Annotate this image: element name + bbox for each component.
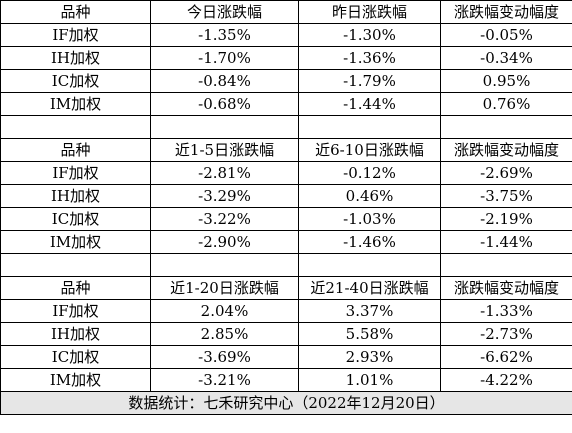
variety-name: IH加权 — [0, 184, 151, 208]
spacer-cell — [298, 253, 441, 277]
spacer-cell — [0, 253, 151, 277]
table-row: IM加权 -2.90% -1.46% -1.44% — [0, 230, 572, 254]
variety-name: IF加权 — [0, 299, 151, 323]
value-b: 3.37% — [298, 299, 441, 323]
value-b: -1.36% — [298, 46, 441, 70]
table-row: IC加权 -0.84% -1.79% 0.95% — [0, 69, 572, 93]
header-col-change: 涨跌幅变动幅度 — [440, 276, 572, 300]
value-b: -0.12% — [298, 161, 441, 185]
value-a: -0.84% — [150, 69, 299, 93]
spacer-row — [0, 253, 572, 277]
header-col-b: 近21-40日涨跌幅 — [298, 276, 441, 300]
value-b: -1.30% — [298, 23, 441, 47]
data-source-note: 数据统计：七禾研究中心（2022年12月20日） — [0, 391, 572, 415]
value-change: -1.44% — [440, 230, 572, 254]
header-col-b: 近6-10日涨跌幅 — [298, 138, 441, 162]
value-change: -2.73% — [440, 322, 572, 346]
value-a: -3.29% — [150, 184, 299, 208]
header-col-b: 昨日涨跌幅 — [298, 0, 441, 24]
value-b: 2.93% — [298, 345, 441, 369]
value-b: -1.79% — [298, 69, 441, 93]
header-row: 品种 今日涨跌幅 昨日涨跌幅 涨跌幅变动幅度 — [0, 0, 572, 24]
value-change: 0.76% — [440, 92, 572, 116]
variety-name: IM加权 — [0, 92, 151, 116]
value-a: 2.04% — [150, 299, 299, 323]
spacer-cell — [150, 115, 299, 139]
spacer-row — [0, 115, 572, 139]
header-col-a: 近1-5日涨跌幅 — [150, 138, 299, 162]
value-change: -1.33% — [440, 299, 572, 323]
value-a: -3.21% — [150, 368, 299, 392]
value-change: 0.95% — [440, 69, 572, 93]
header-col-change: 涨跌幅变动幅度 — [440, 138, 572, 162]
value-b: 5.58% — [298, 322, 441, 346]
header-col-change: 涨跌幅变动幅度 — [440, 0, 572, 24]
value-a: 2.85% — [150, 322, 299, 346]
returns-table: 品种 今日涨跌幅 昨日涨跌幅 涨跌幅变动幅度 IF加权 -1.35% -1.30… — [0, 0, 572, 415]
variety-name: IF加权 — [0, 23, 151, 47]
value-change: -2.19% — [440, 207, 572, 231]
table-row: IM加权 -0.68% -1.44% 0.76% — [0, 92, 572, 116]
table-row: IH加权 2.85% 5.58% -2.73% — [0, 322, 572, 346]
value-a: -3.22% — [150, 207, 299, 231]
variety-name: IF加权 — [0, 161, 151, 185]
value-a: -2.90% — [150, 230, 299, 254]
value-a: -1.35% — [150, 23, 299, 47]
value-b: 0.46% — [298, 184, 441, 208]
table-row: IH加权 -3.29% 0.46% -3.75% — [0, 184, 572, 208]
variety-name: IC加权 — [0, 207, 151, 231]
spacer-cell — [298, 115, 441, 139]
value-change: -3.75% — [440, 184, 572, 208]
variety-name: IM加权 — [0, 230, 151, 254]
header-row: 品种 近1-5日涨跌幅 近6-10日涨跌幅 涨跌幅变动幅度 — [0, 138, 572, 162]
variety-name: IC加权 — [0, 69, 151, 93]
value-a: -2.81% — [150, 161, 299, 185]
value-change: -6.62% — [440, 345, 572, 369]
spacer-cell — [440, 115, 572, 139]
variety-name: IH加权 — [0, 46, 151, 70]
value-a: -1.70% — [150, 46, 299, 70]
table-row: IF加权 -2.81% -0.12% -2.69% — [0, 161, 572, 185]
value-b: -1.03% — [298, 207, 441, 231]
value-b: -1.44% — [298, 92, 441, 116]
table-row: IF加权 -1.35% -1.30% -0.05% — [0, 23, 572, 47]
value-b: 1.01% — [298, 368, 441, 392]
header-col-a: 近1-20日涨跌幅 — [150, 276, 299, 300]
footer-row: 数据统计：七禾研究中心（2022年12月20日） — [0, 391, 572, 415]
header-variety: 品种 — [0, 276, 151, 300]
header-col-a: 今日涨跌幅 — [150, 0, 299, 24]
header-row: 品种 近1-20日涨跌幅 近21-40日涨跌幅 涨跌幅变动幅度 — [0, 276, 572, 300]
value-change: -0.34% — [440, 46, 572, 70]
variety-name: IH加权 — [0, 322, 151, 346]
table-row: IC加权 -3.69% 2.93% -6.62% — [0, 345, 572, 369]
spacer-cell — [0, 115, 151, 139]
table-row: IH加权 -1.70% -1.36% -0.34% — [0, 46, 572, 70]
header-variety: 品种 — [0, 138, 151, 162]
table-row: IF加权 2.04% 3.37% -1.33% — [0, 299, 572, 323]
value-b: -1.46% — [298, 230, 441, 254]
value-change: -4.22% — [440, 368, 572, 392]
variety-name: IM加权 — [0, 368, 151, 392]
table-row: IM加权 -3.21% 1.01% -4.22% — [0, 368, 572, 392]
spacer-cell — [150, 253, 299, 277]
value-change: -0.05% — [440, 23, 572, 47]
value-a: -0.68% — [150, 92, 299, 116]
header-variety: 品种 — [0, 0, 151, 24]
spacer-cell — [440, 253, 572, 277]
variety-name: IC加权 — [0, 345, 151, 369]
value-change: -2.69% — [440, 161, 572, 185]
value-a: -3.69% — [150, 345, 299, 369]
table-row: IC加权 -3.22% -1.03% -2.19% — [0, 207, 572, 231]
